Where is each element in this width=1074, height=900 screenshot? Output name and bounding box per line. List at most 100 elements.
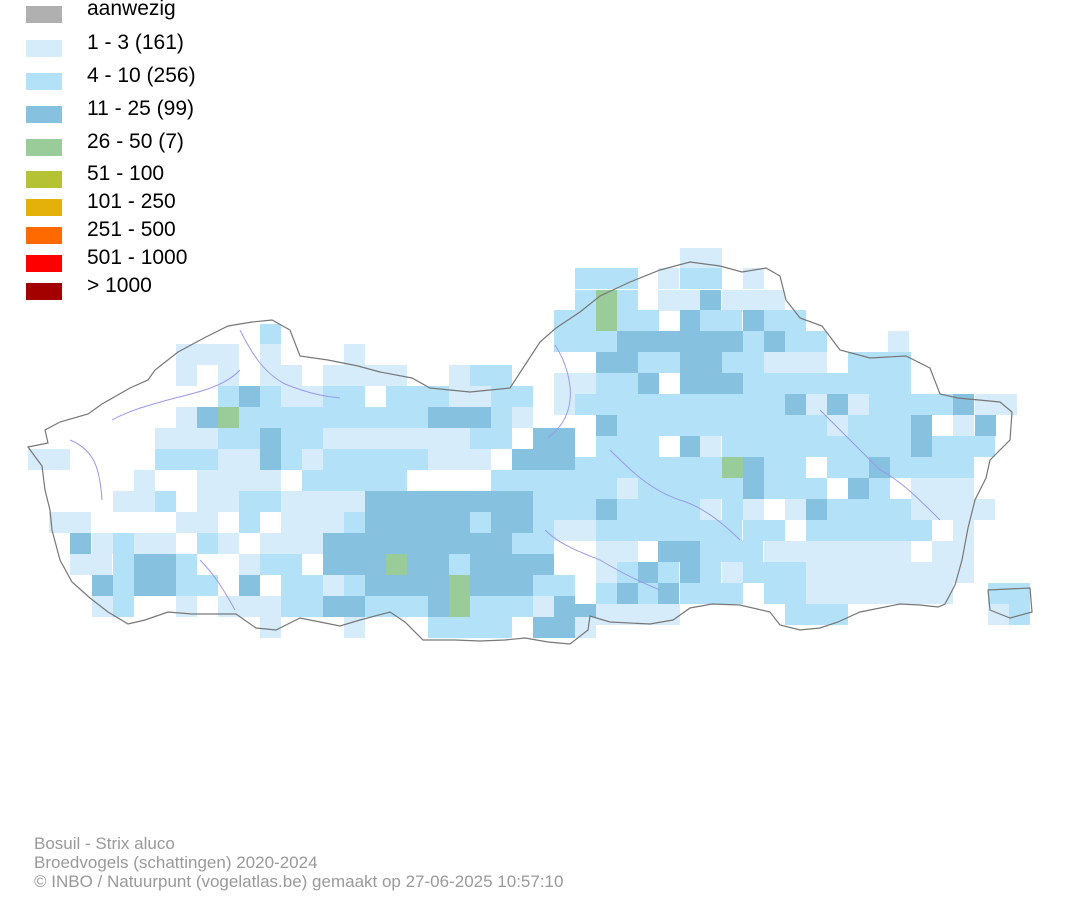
grid-cell <box>155 491 176 512</box>
grid-cell <box>932 394 953 415</box>
grid-cell <box>449 407 470 428</box>
grid-cell <box>512 554 533 575</box>
grid-cell <box>113 596 134 617</box>
grid-cell <box>491 365 512 386</box>
grid-cell <box>575 470 596 491</box>
grid-cell <box>890 541 911 562</box>
grid-cell <box>491 575 512 596</box>
grid-cell <box>658 331 679 352</box>
grid-cell <box>743 310 764 331</box>
grid-cell <box>911 562 932 583</box>
grid-cell <box>659 352 680 373</box>
grid-cell <box>554 331 575 352</box>
grid-cell <box>218 428 239 449</box>
grid-cell <box>575 499 596 520</box>
grid-cell <box>596 499 617 520</box>
grid-cell <box>932 478 953 499</box>
grid-cell <box>239 575 260 596</box>
grid-cell <box>638 478 659 499</box>
grid-cell <box>197 428 218 449</box>
grid-cell <box>680 583 701 604</box>
grid-cell <box>596 541 617 562</box>
grid-cell <box>742 541 763 562</box>
grid-cell <box>1009 583 1030 604</box>
grid-cell <box>679 541 700 562</box>
grid-cell <box>932 436 953 457</box>
grid-cell <box>575 331 596 352</box>
grid-cell <box>596 310 617 331</box>
grid-cell <box>281 407 302 428</box>
grid-cell <box>932 541 953 562</box>
legend-swatch <box>26 227 62 244</box>
grid-cell <box>554 394 575 415</box>
grid-cell <box>743 562 764 583</box>
grid-cell <box>638 373 659 394</box>
grid-cell <box>869 583 890 604</box>
grid-cell <box>491 428 512 449</box>
grid-cell <box>344 596 365 617</box>
grid-cell <box>848 436 869 457</box>
grid-cell <box>638 583 659 604</box>
grid-cell <box>911 457 932 478</box>
grid-cell <box>785 373 806 394</box>
grid-cell <box>323 365 344 386</box>
grid-cell <box>134 491 155 512</box>
grid-cell <box>533 470 554 491</box>
grid-cell <box>596 478 617 499</box>
grid-cell <box>974 499 995 520</box>
grid-cell <box>743 457 764 478</box>
grid-cell <box>260 533 281 554</box>
grid-cell <box>239 407 260 428</box>
grid-cell <box>449 596 470 617</box>
grid-cell <box>785 457 806 478</box>
grid-cell <box>113 491 134 512</box>
grid-cell <box>659 499 680 520</box>
grid-cell <box>848 541 869 562</box>
grid-cell <box>470 449 491 470</box>
region-outline <box>26 261 1013 645</box>
grid-cell <box>680 373 701 394</box>
grid-cell <box>869 499 890 520</box>
grid-cell <box>722 394 743 415</box>
grid-cell <box>911 436 932 457</box>
grid-cell <box>764 352 785 373</box>
grid-cell <box>890 583 911 604</box>
grid-cell <box>680 394 701 415</box>
grid-cell <box>722 583 743 604</box>
legend-label: 101 - 250 <box>87 190 176 213</box>
grid-cell <box>680 562 701 583</box>
grid-cell <box>658 268 679 289</box>
grid-cell <box>617 394 638 415</box>
grid-cell <box>470 533 491 554</box>
grid-cell <box>722 290 743 311</box>
grid-cell <box>365 365 386 386</box>
grid-cell <box>679 290 700 311</box>
grid-cell <box>806 604 827 625</box>
small-enclave-outline <box>987 587 1033 619</box>
grid-cell <box>533 617 554 638</box>
grid-cell <box>869 394 890 415</box>
legend-label: > 1000 <box>87 274 152 297</box>
grid-cell <box>344 428 365 449</box>
grid-cell <box>239 449 260 470</box>
grid-cell <box>260 617 281 638</box>
grid-cell <box>239 596 260 617</box>
grid-cell <box>679 520 700 541</box>
rivers <box>69 329 941 611</box>
grid-cell <box>344 575 365 596</box>
grid-cell <box>596 268 617 289</box>
legend-label: 51 - 100 <box>87 162 165 185</box>
grid-cell <box>491 386 512 407</box>
grid-cell <box>428 512 449 533</box>
grid-cell <box>722 499 743 520</box>
grid-cell <box>554 491 575 512</box>
grid-cell <box>764 373 785 394</box>
legend-swatch <box>26 199 62 216</box>
grid-cell <box>701 415 722 436</box>
grid-cell <box>365 533 386 554</box>
grid-cell <box>260 596 281 617</box>
grid-cell <box>764 331 785 352</box>
grid-cell <box>638 394 659 415</box>
grid-cell <box>470 512 491 533</box>
grid-cell <box>91 554 112 575</box>
